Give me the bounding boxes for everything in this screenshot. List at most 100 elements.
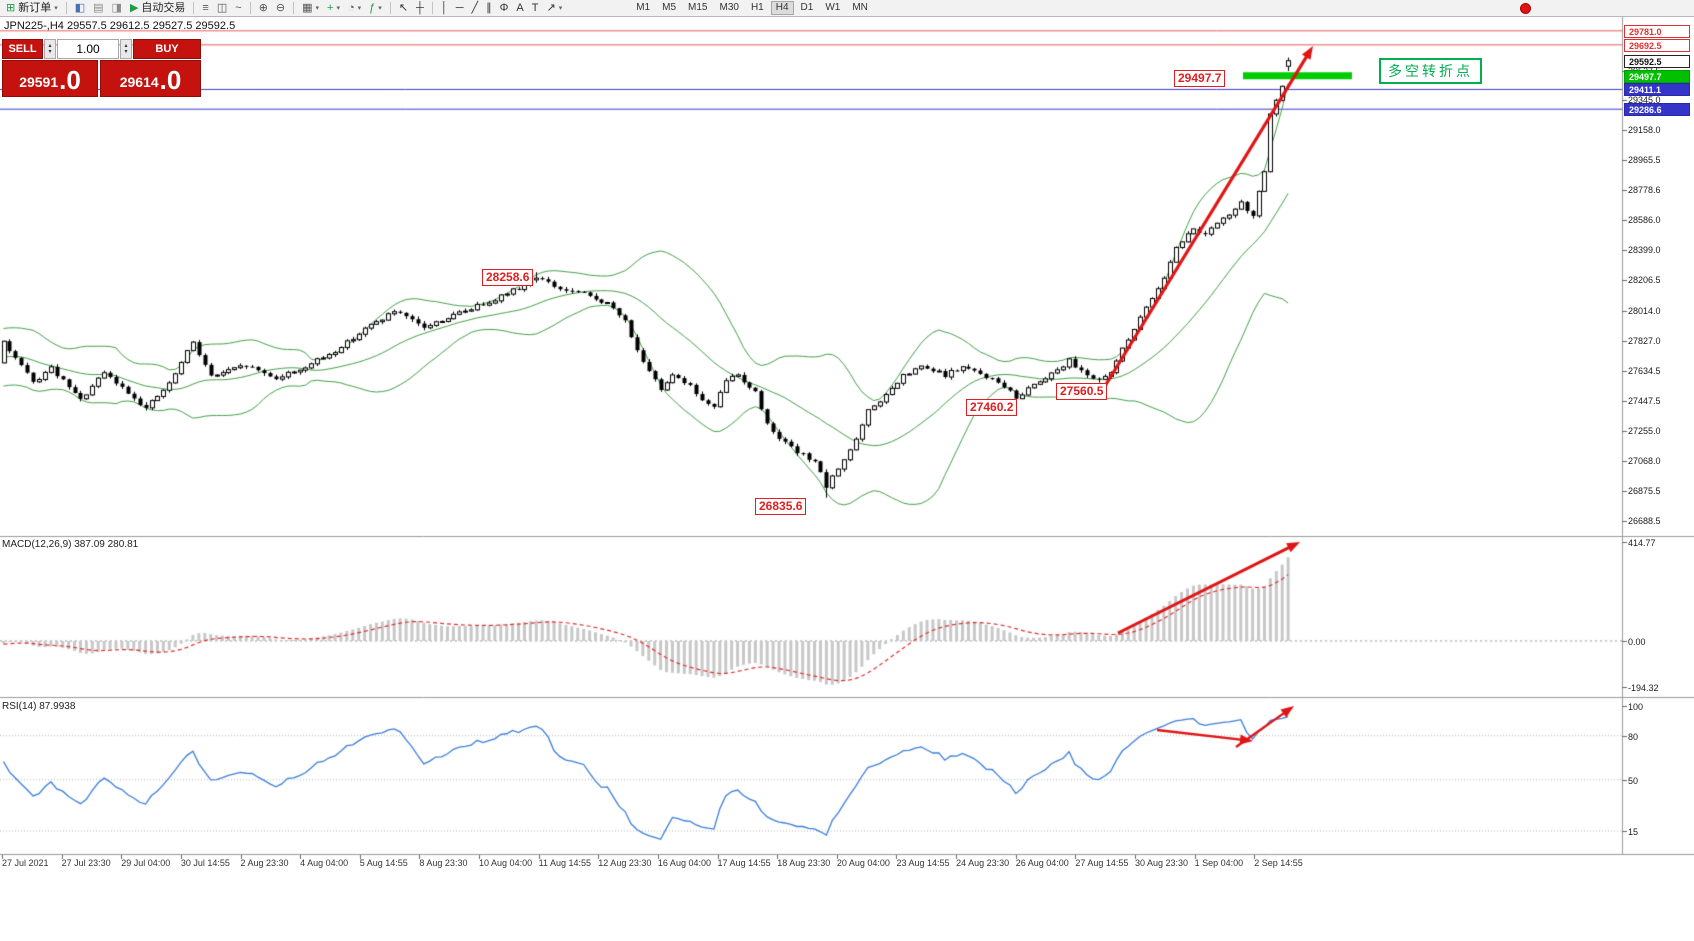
price-annotation-label[interactable]: 26835.6 [755,498,807,515]
price-annotation-label[interactable]: 27560.5 [1056,383,1108,400]
toolbar-separator [249,2,251,14]
channel-icon[interactable]: ∥ [483,1,495,16]
zoom-in-icon: ⊕ [258,1,268,14]
period-icon[interactable]: ◔ ▾ [345,1,364,16]
spinner-up-icon: ▴ [124,43,128,49]
bar-chart-type-icon[interactable]: ≡ [199,1,211,16]
fibonacci-icon[interactable]: Φ [497,1,512,16]
zoom-out-icon: ⊖ [275,1,286,14]
rsi-scale-label: 50 [1628,775,1639,786]
trade-controls-row: SELL ▴▾ ▴▾ BUY [2,39,201,59]
volume-decrease-spinner[interactable]: ▴ ▾ [44,39,56,59]
time-axis-label: 2 Aug 23:30 [240,858,289,868]
buy-price-int: 29614 [119,74,159,90]
price-scale-label: 27827.0 [1628,335,1661,346]
buy-price-display[interactable]: 29614.0 [100,60,201,97]
profiles-icon[interactable]: ▤ [90,1,106,16]
candlestick-type-icon[interactable]: ◫ [214,1,230,16]
sell-price-display[interactable]: 29591.0 [2,60,98,97]
macd-scale-label: 0.00 [1628,636,1646,647]
time-axis-label: 27 Jul 23:30 [61,858,111,868]
price-scale-label: 28399.0 [1628,244,1661,255]
price-annotation-label[interactable]: 27460.2 [966,399,1018,416]
time-axis-label: 17 Aug 14:55 [717,858,771,868]
cursor-icon: ↖ [398,1,409,14]
sell-price-int: 29591 [19,74,59,90]
terminal-icon: ◨ [111,1,122,14]
sell-button[interactable]: SELL [2,39,43,59]
toolbar: ⊞ 新订单 ▾ ◧ ▤ ◨ ▶ 自动交易 ≡ ◫ ~ ⊕ ⊖ ▦ ▾ + ▾ ◔ ▾ ƒ ▾ ↖ ┼ │ ─ ╱ ∥ Φ A T ↗ ▾ M1 M… [0,0,1694,17]
bar-chart-type-icon: ≡ [202,1,209,14]
autotrade-button[interactable]: ▶ 自动交易 [127,1,188,16]
one-click-trading-panel: SELL ▴▾ ▴▾ BUY 29591.0 29614.0 [2,39,201,97]
time-axis-label: 18 Aug 23:30 [777,858,831,868]
indicators-icon[interactable]: ƒ ▾ [366,1,385,16]
price-scale-label: 27068.0 [1628,455,1661,466]
price-scale-label: 28586.0 [1628,215,1661,226]
trendline-icon[interactable]: ╱ [469,1,482,16]
tile-windows-icon[interactable]: ▦ ▾ [299,1,322,16]
price-scale-label: 28778.6 [1628,184,1661,195]
timeframe-h1-button[interactable]: H1 [750,2,764,13]
price-annotation-label[interactable]: 29497.7 [1174,70,1226,87]
price-scale-label: 28206.5 [1628,275,1661,286]
timeframe-m5-button[interactable]: M5 [662,2,677,13]
autotrade-button-label: 自动交易 [141,1,186,14]
sell-price-frac: .0 [59,65,81,95]
time-axis-label: 29 Jul 04:00 [121,858,171,868]
price-marker-red-outline: 29781.0 [1624,24,1690,38]
trendline-icon: ╱ [471,1,479,14]
new-order-button[interactable]: ⊞ 新订单 ▾ [3,1,61,16]
volume-increase-spinner[interactable]: ▴ ▾ [120,39,132,59]
price-scale-label: 27634.5 [1628,366,1661,377]
new-chart-icon[interactable]: + ▾ [324,1,343,16]
macd-scale-label: -194.32 [1628,683,1659,694]
chart-window-icon: ◧ [74,1,86,14]
price-scale-label: 29158.0 [1628,124,1661,135]
time-axis-label: 24 Aug 23:30 [956,858,1010,868]
zoom-in-icon[interactable]: ⊕ [256,1,271,16]
timeframe-m15-button[interactable]: M15 [688,2,708,13]
timeframe-h4-button[interactable]: H4 [770,1,794,15]
buy-button[interactable]: BUY [133,39,201,59]
text-icon: A [516,1,524,14]
toolbar-separator [193,2,195,14]
timeframe-m30-button[interactable]: M30 [719,2,739,13]
timeframe-mn-button[interactable]: MN [852,2,868,13]
cursor-icon[interactable]: ↖ [396,1,411,16]
toolbar-separator [431,2,433,14]
chevron-down-icon: ▾ [357,5,362,12]
time-axis-label: 26 Aug 04:00 [1015,858,1069,868]
time-axis-label: 1 Sep 04:00 [1194,858,1244,868]
record-icon[interactable] [1520,3,1531,14]
terminal-icon[interactable]: ◨ [109,1,125,16]
chart-window-icon[interactable]: ◧ [72,1,88,16]
spinner-down-icon: ▾ [124,49,128,55]
time-axis-label: 11 Aug 14:55 [538,858,592,868]
macd-scale-label: 414.77 [1628,537,1656,548]
toolbar-separator [65,2,67,14]
price-scale-label: 27447.5 [1628,395,1661,406]
crosshair-icon[interactable]: ┼ [413,1,427,16]
line-chart-type-icon[interactable]: ~ [232,1,244,16]
vline-icon[interactable]: │ [438,1,451,16]
turning-point-label[interactable]: 多空转折点 [1379,58,1482,84]
rsi-scale-label: 100 [1628,702,1644,713]
price-annotation-label[interactable]: 28258.6 [482,269,534,286]
zoom-out-icon[interactable]: ⊖ [273,1,288,16]
line-chart-type-icon: ~ [235,1,242,14]
text-icon[interactable]: A [513,1,526,16]
timeframe-d1-button[interactable]: D1 [800,2,814,13]
arrows-icon[interactable]: ↗ ▾ [543,1,565,16]
label-icon[interactable]: T [529,1,542,16]
price-marker-blue-fill: 29411.1 [1624,83,1690,97]
timeframe-w1-button[interactable]: W1 [825,2,841,13]
timeframe-m1-button[interactable]: M1 [636,2,651,13]
hline-icon[interactable]: ─ [453,1,467,16]
label-icon: T [531,1,539,14]
time-axis-label: 10 Aug 04:00 [479,858,533,868]
volume-input[interactable] [57,39,119,59]
vline-icon: │ [440,1,448,14]
time-axis-label: 2 Sep 14:55 [1254,858,1303,868]
